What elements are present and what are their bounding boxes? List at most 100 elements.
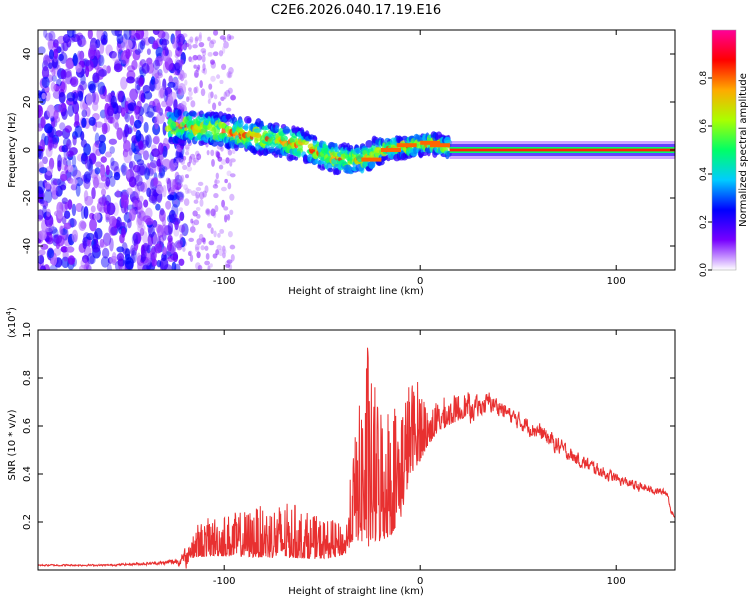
spectrogram-noise-blob <box>80 221 87 230</box>
colorbar-bar <box>711 29 737 271</box>
spectrogram-noise-blob <box>48 30 56 42</box>
spectrogram-noise-blob <box>60 69 67 80</box>
spectrogram-fade-blob <box>192 54 198 61</box>
spectrogram-noise-blob <box>100 256 110 268</box>
spectrogram-fade-blob <box>208 83 213 90</box>
spectrogram-fade-blob <box>225 107 232 112</box>
spectrogram-fade-blob <box>198 233 204 240</box>
spectrogram-fade-blob <box>174 37 179 43</box>
spectrogram-noise-blob <box>143 121 149 134</box>
spectrogram-fade-blob <box>174 160 179 167</box>
spectrogram-noise-blob <box>71 30 77 39</box>
spectrogram-noise-blob <box>44 32 53 41</box>
snr-scale-label: (x104) <box>5 307 18 338</box>
spectrogram-noise-blob <box>92 142 98 155</box>
snr-y-axis: 0.2 0.4 0.6 0.8 1.0 <box>22 322 675 530</box>
colorbar-tick-label: 0.0 <box>699 263 709 278</box>
spectrogram-noise-blob <box>104 94 110 103</box>
spectrogram-fade-blob <box>213 210 217 219</box>
spectrogram-noise-blob <box>61 256 70 269</box>
spectrogram-noise-blob <box>44 90 51 102</box>
snr-y-tick-label: 0.6 <box>22 418 33 434</box>
spectrogram-noise-blob <box>39 139 46 152</box>
spectrogram-fade-blob <box>188 251 192 257</box>
spectrogram-noise-blob <box>144 167 150 180</box>
spectrogram-fade-blob <box>210 75 216 82</box>
spectrogram-noise-blob <box>110 157 115 167</box>
spectrogram-noise-blob <box>60 173 68 182</box>
spectrogram-fade-blob <box>226 34 232 42</box>
spectrogram-noise-blob <box>158 164 166 177</box>
spectrogram-noise-blob <box>105 177 111 187</box>
spectrogram-noise-blob <box>69 217 75 228</box>
spectrogram-fade-blob <box>184 79 188 86</box>
spectrogram-noise-blob <box>82 240 87 250</box>
spectrogram-noise-blob <box>150 247 158 261</box>
spectrogram-noise-blob <box>52 39 59 48</box>
colorbar: 0.0 0.2 0.4 0.6 0.8 Normalized spectral ampl… <box>699 29 749 278</box>
spectrogram-noise-blob <box>99 43 105 55</box>
spectrogram-noise-blob <box>108 215 117 228</box>
spectrogram-fade-blob <box>174 213 178 218</box>
spectrogram-fade-blob <box>213 230 217 238</box>
spectrogram-noise-blob <box>47 138 53 152</box>
spectrogram-noise-blob <box>128 208 136 221</box>
spectrogram-fade-blob <box>206 209 210 215</box>
spectrogram-noise-blob <box>94 227 103 240</box>
spectrogram-noise-blob <box>128 161 134 169</box>
spectrogram-fade-blob <box>176 147 182 153</box>
spectrogram-fade-blob <box>204 260 211 266</box>
spectrogram-noise-blob <box>132 49 141 61</box>
spectrogram-noise-blob <box>158 234 164 248</box>
spectrogram-noise-blob <box>136 159 145 166</box>
spectrogram-noise-blob <box>72 169 82 180</box>
spectrogram-noise-blob <box>173 227 180 237</box>
spectrogram-track-core <box>430 143 450 148</box>
spectrogram-fade-blob <box>188 56 193 63</box>
spectrogram-noise-blob <box>41 76 50 89</box>
spectrogram-noise-blob <box>80 74 86 85</box>
spectrogram-noise-blob <box>59 225 64 235</box>
spectrogram-track-blob <box>355 148 361 154</box>
spectrogram-noise-blob <box>76 90 84 102</box>
spectrogram-noise-blob <box>101 122 108 135</box>
spectrogram-fade-blob <box>187 96 193 101</box>
spectrogram-fade-blob <box>199 199 204 207</box>
spectrogram-noise-blob <box>60 184 67 191</box>
spectrogram-noise-blob <box>92 174 101 186</box>
spectrogram-noise-blob <box>95 161 102 168</box>
spectrogram-noise-blob <box>38 209 44 220</box>
spectrogram-noise-blob <box>59 122 66 131</box>
spectrogram-fade-blob <box>225 157 230 164</box>
spectrogram-noise-blob <box>156 55 163 67</box>
spectrogram-noise-blob <box>97 197 106 205</box>
spectrogram-noise-blob <box>167 240 173 252</box>
spectrogram-noise-blob <box>58 102 67 113</box>
spectrogram-noise-blob <box>139 227 145 236</box>
spectrogram-fade-blob <box>197 64 201 70</box>
spectrogram-noise-blob <box>156 112 165 125</box>
spectrogram-noise-blob <box>87 30 93 40</box>
spectrogram-fade-blob <box>210 227 214 235</box>
spectrogram-fade-blob <box>186 166 193 172</box>
spectrogram-noise-blob <box>115 189 120 198</box>
spectrogram-track-blob <box>254 137 259 144</box>
spectrogram-fade-blob <box>218 248 224 257</box>
spectrogram-fade-blob <box>224 214 228 223</box>
spectrogram-fade-blob <box>224 214 230 220</box>
spectrogram-noise-blob <box>143 103 150 114</box>
spectrogram-noise-blob <box>108 138 118 145</box>
spectrogram-fade-blob <box>177 239 184 248</box>
spectrogram-fade-blob <box>182 164 188 170</box>
spectrogram-noise-blob <box>62 158 67 166</box>
spectrogram-fade-blob <box>195 186 202 192</box>
spectrogram-fade-blob <box>229 209 234 216</box>
spectrogram-noise-blob <box>154 76 161 91</box>
spectrogram-track-blob <box>237 119 244 128</box>
spectrogram-noise-blob <box>124 111 130 123</box>
spectrogram-noise-blob <box>98 134 106 143</box>
spectrogram-fade-blob <box>199 80 203 89</box>
spectrogram-fade-blob <box>189 57 195 63</box>
snr-x-tick-label: -100 <box>213 576 236 587</box>
colorbar-tick-label: 0.6 <box>699 119 709 134</box>
